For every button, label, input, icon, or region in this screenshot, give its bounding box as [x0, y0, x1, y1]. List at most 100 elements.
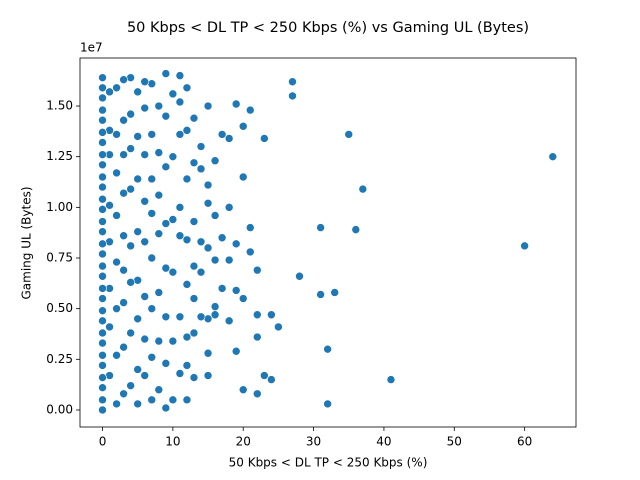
- point: [98, 405, 107, 415]
- x-tick-label: 60: [517, 435, 532, 449]
- point: [386, 375, 396, 384]
- point: [98, 105, 107, 115]
- point: [288, 77, 297, 87]
- y-tick-label: 0.50: [46, 301, 73, 315]
- point: [203, 371, 213, 380]
- point: [98, 328, 107, 338]
- point: [140, 237, 150, 247]
- point: [210, 302, 220, 311]
- point: [147, 79, 157, 89]
- point: [182, 280, 192, 289]
- x-tick-label: 30: [306, 435, 321, 449]
- point: [161, 111, 171, 121]
- point: [231, 286, 241, 295]
- point: [182, 361, 192, 370]
- point: [288, 91, 297, 101]
- point: [351, 225, 361, 234]
- point: [98, 150, 107, 159]
- point: [224, 134, 234, 143]
- point: [295, 271, 304, 281]
- point: [196, 267, 206, 277]
- point: [330, 288, 339, 297]
- point: [133, 314, 142, 324]
- point: [105, 201, 114, 210]
- point: [168, 89, 178, 99]
- point: [231, 99, 241, 109]
- x-tick-label: 40: [376, 435, 391, 449]
- point: [98, 73, 107, 82]
- point: [520, 241, 529, 251]
- point: [126, 381, 135, 390]
- point: [161, 69, 171, 78]
- point: [112, 83, 121, 93]
- point: [210, 211, 220, 220]
- point: [147, 253, 157, 263]
- point: [182, 83, 192, 93]
- point: [147, 352, 157, 362]
- point: [161, 162, 171, 172]
- point: [98, 83, 107, 93]
- point: [133, 87, 142, 97]
- point: [154, 101, 164, 111]
- point: [119, 150, 128, 159]
- point: [98, 361, 107, 370]
- point: [147, 174, 157, 184]
- point: [98, 249, 107, 259]
- point: [98, 172, 107, 182]
- point: [189, 217, 199, 226]
- point: [260, 371, 269, 380]
- point: [112, 168, 121, 178]
- point: [98, 138, 107, 147]
- point: [154, 385, 164, 395]
- point: [154, 229, 164, 238]
- point: [189, 328, 199, 338]
- point: [316, 223, 325, 232]
- point: [161, 219, 171, 228]
- point: [147, 130, 157, 139]
- point: [98, 115, 107, 125]
- point: [175, 97, 185, 107]
- point: [119, 265, 128, 275]
- point: [161, 263, 171, 273]
- point: [105, 126, 114, 135]
- point: [119, 298, 128, 307]
- point: [140, 334, 150, 344]
- point: [175, 203, 185, 212]
- point: [98, 227, 107, 236]
- y-tick-label: 1.25: [46, 149, 73, 163]
- point: [323, 399, 332, 409]
- y-tick-label: 0.25: [46, 352, 73, 366]
- point: [133, 275, 142, 285]
- point: [98, 128, 107, 137]
- point: [119, 188, 128, 198]
- point: [98, 284, 107, 293]
- point: [98, 373, 107, 382]
- point: [119, 115, 128, 125]
- point: [161, 312, 171, 322]
- point: [126, 144, 135, 153]
- point: [182, 395, 192, 405]
- point: [98, 350, 107, 360]
- y-tick-label: 0.75: [46, 251, 73, 265]
- point: [168, 215, 178, 224]
- point: [140, 103, 150, 113]
- point: [548, 152, 558, 161]
- point: [238, 294, 248, 303]
- point: [231, 346, 241, 356]
- point: [98, 239, 107, 249]
- y-tick-label: 0.00: [46, 402, 73, 416]
- point: [210, 156, 220, 166]
- point: [126, 278, 135, 287]
- point: [126, 73, 135, 82]
- point: [161, 403, 171, 413]
- point: [196, 237, 206, 247]
- point: [203, 314, 213, 324]
- point: [224, 203, 234, 212]
- point: [98, 338, 107, 348]
- point: [112, 304, 121, 313]
- point: [98, 205, 107, 214]
- point: [245, 223, 255, 232]
- point: [98, 306, 107, 315]
- point: [168, 152, 178, 161]
- point: [140, 292, 150, 301]
